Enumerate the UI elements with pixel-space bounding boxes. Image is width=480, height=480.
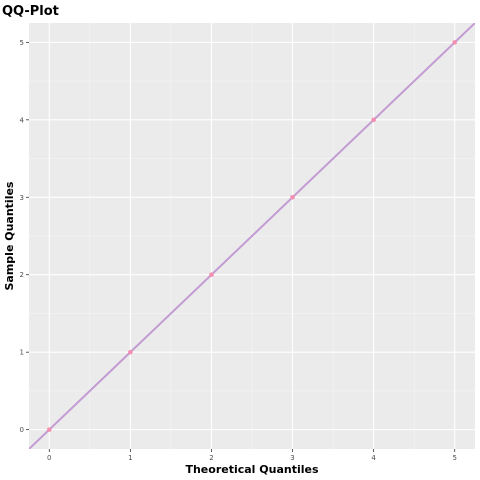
data-point (209, 272, 214, 278)
major-gridlines (29, 23, 475, 449)
y-tick-label: 4 (20, 116, 25, 124)
x-tick-label: 2 (209, 454, 213, 462)
y-axis-title: Sample Quantiles (3, 181, 16, 290)
y-tick-label: 1 (20, 349, 24, 357)
x-tick-label: 5 (452, 454, 456, 462)
y-tick-label: 2 (20, 271, 24, 279)
chart-title: QQ-Plot (2, 4, 59, 19)
data-point (371, 117, 376, 123)
x-tick-label: 1 (128, 454, 132, 462)
plot-marks (29, 23, 475, 449)
reference-line (29, 23, 475, 449)
y-tick-label: 3 (20, 194, 24, 202)
y-tick-labels: 0 1 2 3 4 5 (20, 39, 25, 434)
data-point (128, 349, 133, 355)
data-point (46, 427, 52, 432)
x-tick-label: 0 (47, 454, 51, 462)
x-tick-label: 4 (371, 454, 376, 462)
y-tick-label: 0 (20, 426, 24, 434)
data-point (290, 194, 295, 200)
axis-ticks (26, 41, 456, 452)
x-axis-title: Theoretical Quantiles (185, 463, 319, 476)
x-tick-labels: 0 1 2 3 4 5 (47, 454, 457, 462)
data-points (46, 40, 458, 432)
data-point (452, 40, 458, 45)
y-tick-label: 5 (20, 39, 24, 47)
x-tick-label: 3 (290, 454, 294, 462)
